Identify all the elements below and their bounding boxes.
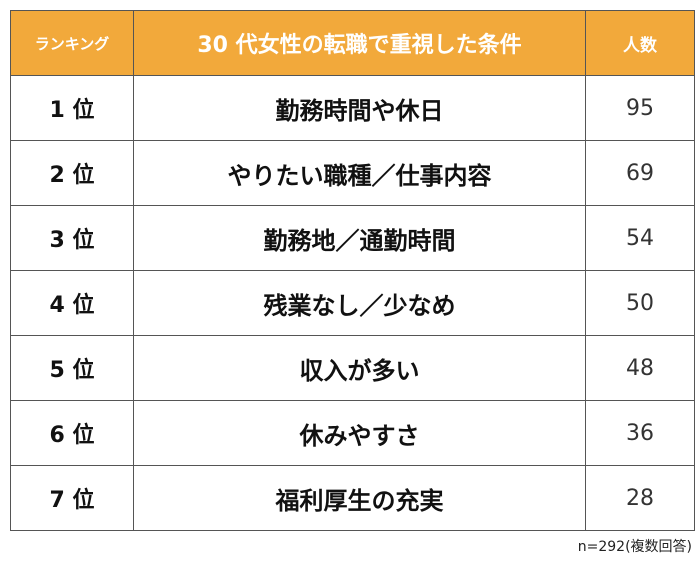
header-cell: 人数 xyxy=(585,10,695,76)
ranking-table: ランキング 30 代女性の転職で重視した条件 人数 1 位勤務時間や休日 95 2 位や… xyxy=(10,10,695,531)
table-cell: 6 位 xyxy=(10,400,134,466)
header-row: ランキング 30 代女性の転職で重視した条件 人数 xyxy=(10,10,695,76)
table-row: 2 位やりたい職種／仕事内容 69 xyxy=(10,140,695,206)
table-cell: 勤務地／通勤時間 xyxy=(133,205,586,271)
table-cell: 1 位 xyxy=(10,75,134,141)
header-cell: ランキング xyxy=(10,10,134,76)
table-cell: 48 xyxy=(585,335,695,401)
table-row: 4 位残業なし／少なめ 50 xyxy=(10,270,695,336)
table-cell: 95 xyxy=(585,75,695,141)
table-row: 7 位福利厚生の充実 28 xyxy=(10,465,695,531)
table-cell: 69 xyxy=(585,140,695,206)
footnote: n=292(複数回答) xyxy=(577,539,692,555)
table-cell: 2 位 xyxy=(10,140,134,206)
table-row: 6 位休みやすさ 36 xyxy=(10,400,695,466)
table-row: 1 位勤務時間や休日 95 xyxy=(10,75,695,141)
table-cell: 4 位 xyxy=(10,270,134,336)
table-row: 5 位収入が多い 48 xyxy=(10,335,695,401)
table-cell: 勤務時間や休日 xyxy=(133,75,586,141)
table-cell: 54 xyxy=(585,205,695,271)
table-row: 3 位勤務地／通勤時間 54 xyxy=(10,205,695,271)
table-cell: やりたい職種／仕事内容 xyxy=(133,140,586,206)
header-cell: 30 代女性の転職で重視した条件 xyxy=(133,10,586,76)
table-cell: 収入が多い xyxy=(133,335,586,401)
table-cell: 50 xyxy=(585,270,695,336)
table-body: 1 位勤務時間や休日 95 2 位やりたい職種／仕事内容 69 3 位勤務地／通勤時間 5… xyxy=(10,75,695,531)
table-cell: 5 位 xyxy=(10,335,134,401)
table-cell: 3 位 xyxy=(10,205,134,271)
table-cell: 36 xyxy=(585,400,695,466)
table-cell: 7 位 xyxy=(10,465,134,531)
table-cell: 休みやすさ xyxy=(133,400,586,466)
table-cell: 残業なし／少なめ xyxy=(133,270,586,336)
table-cell: 28 xyxy=(585,465,695,531)
table-cell: 福利厚生の充実 xyxy=(133,465,586,531)
